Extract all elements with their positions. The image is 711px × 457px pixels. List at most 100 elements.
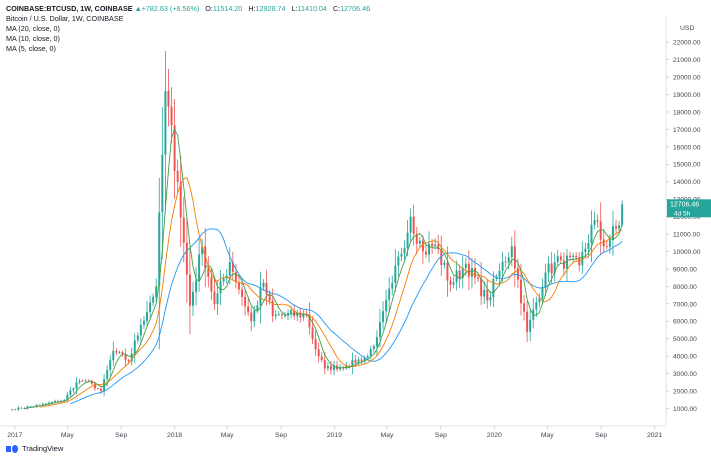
branding-label: TradingView	[22, 444, 64, 453]
price-tick-label: 15000.00	[673, 162, 701, 169]
candle	[336, 360, 339, 372]
candle	[403, 240, 406, 261]
candle	[118, 350, 121, 355]
candle	[188, 248, 191, 335]
candle	[302, 309, 305, 321]
candle	[155, 278, 158, 303]
candle	[400, 247, 403, 262]
candle	[201, 239, 204, 266]
candle	[394, 248, 397, 293]
candle	[602, 228, 605, 253]
candle	[259, 271, 262, 324]
price-tick-label: 17000.00	[673, 127, 701, 134]
price-tick-label: 11000.00	[673, 231, 700, 238]
candle	[409, 208, 412, 241]
price-axis[interactable]: 1000.00 2000.00 3000.00 4000.00 5000.00 6000.…	[666, 40, 701, 413]
candle	[424, 244, 427, 258]
candle	[213, 279, 216, 310]
candle	[575, 252, 578, 262]
candle	[26, 405, 29, 410]
candle	[477, 272, 480, 283]
price-tick-label: 19000.00	[673, 92, 701, 99]
tradingview-logo-icon	[6, 444, 19, 453]
candle	[124, 348, 127, 367]
candle	[121, 350, 124, 357]
time-tick-label: Sep	[275, 432, 287, 439]
change-value: +782.63 (+6.56%)	[141, 4, 200, 13]
time-tick-label: Sep	[595, 432, 607, 439]
candle	[461, 256, 464, 289]
candle	[572, 252, 575, 263]
candle	[244, 290, 247, 316]
candle	[526, 300, 529, 342]
candle	[296, 309, 299, 322]
candle	[483, 281, 486, 304]
study-ma5[interactable]: MA (5, close, 0)	[6, 44, 56, 53]
candle	[421, 235, 424, 265]
time-tick-label: 2021	[647, 432, 662, 439]
candle	[274, 310, 277, 320]
candle	[363, 355, 366, 365]
candle	[198, 238, 201, 292]
candle	[72, 387, 75, 393]
time-axis[interactable]: 2017 May Sep 2018 May Sep 2019 May Sep 2020 May Sep…	[7, 426, 662, 439]
candle	[372, 344, 375, 353]
candle	[69, 386, 72, 398]
moving-averages-layer	[24, 128, 623, 410]
candle	[231, 251, 234, 281]
price-tick-label: 20000.00	[673, 74, 701, 81]
candle	[538, 293, 541, 308]
candle	[133, 333, 136, 364]
candle	[299, 308, 302, 323]
candle	[234, 264, 237, 289]
time-tick-label: 2017	[7, 432, 22, 439]
candle	[418, 236, 421, 248]
candle	[219, 270, 222, 306]
candle	[333, 360, 335, 376]
time-tick-label: 2018	[167, 432, 182, 439]
candle	[360, 357, 363, 364]
price-tick-label: 7000.00	[673, 301, 697, 308]
candle	[590, 210, 593, 263]
candle	[357, 356, 360, 366]
candle	[486, 278, 489, 309]
candle	[161, 107, 164, 260]
candle	[17, 405, 20, 412]
candle	[185, 217, 188, 303]
currency-label[interactable]: USD	[680, 25, 694, 32]
candle	[559, 252, 562, 264]
symbol-label[interactable]: COINBASE:BTCUSD, 1W, COINBASE	[6, 4, 133, 13]
candle	[513, 230, 516, 288]
candle	[556, 249, 559, 267]
candle	[311, 316, 314, 345]
candle	[382, 301, 385, 330]
candle	[529, 309, 532, 342]
candle	[578, 252, 581, 272]
candle	[250, 306, 253, 332]
chart-title[interactable]: Bitcoin / U.S. Dollar, 1W, COINBASE	[6, 14, 124, 23]
ma-line-20	[70, 228, 623, 405]
time-tick-label: Sep	[115, 432, 127, 439]
candle	[388, 277, 391, 313]
price-tick-label: 10000.00	[673, 249, 701, 256]
candle	[541, 278, 544, 305]
study-ma20[interactable]: MA (20, close, 0)	[6, 24, 60, 33]
candle	[621, 200, 624, 227]
low-value: 11410.04	[297, 4, 327, 13]
candle	[44, 403, 47, 405]
price-tick-label: 22000.00	[673, 40, 701, 47]
branding[interactable]: TradingView	[6, 444, 63, 453]
study-ma10[interactable]: MA (10, close, 0)	[6, 34, 60, 43]
candle	[547, 256, 550, 283]
candle	[434, 238, 437, 250]
candle	[593, 211, 596, 230]
change-arrow-icon: ▲	[134, 4, 142, 13]
candle	[271, 288, 274, 323]
candle	[176, 159, 179, 194]
candle	[182, 197, 185, 263]
candle	[179, 155, 182, 247]
price-tick-label: 21000.00	[673, 57, 701, 64]
candle	[90, 379, 93, 386]
candle	[351, 352, 354, 375]
